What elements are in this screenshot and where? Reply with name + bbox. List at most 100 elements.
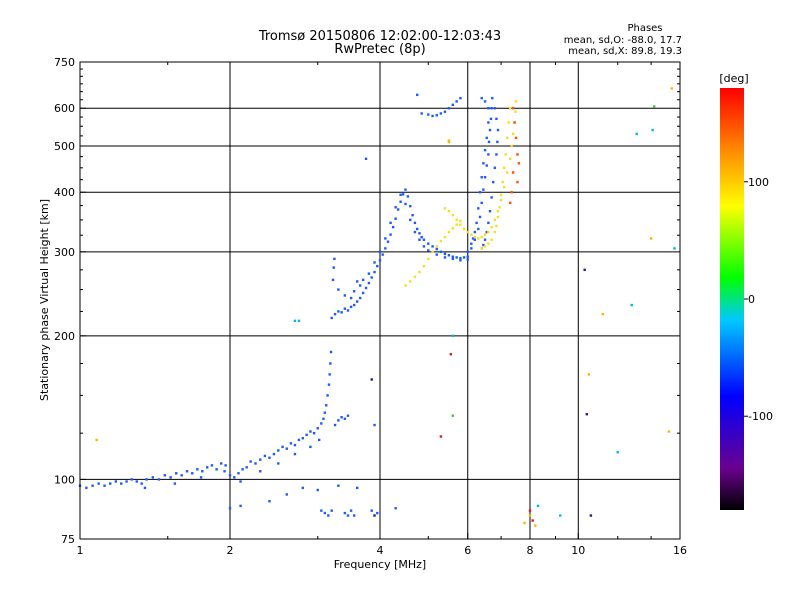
data-point [470, 247, 473, 250]
data-point [585, 412, 588, 416]
data-point [337, 419, 340, 422]
data-point [516, 180, 519, 184]
data-point [120, 482, 123, 485]
data-point [309, 430, 312, 433]
data-point [325, 404, 328, 407]
data-point [191, 472, 194, 475]
y-tick-label: 100 [54, 473, 75, 486]
data-point [459, 256, 462, 260]
data-point [85, 486, 88, 490]
data-point [473, 238, 477, 241]
data-point [485, 164, 488, 167]
x-tick-label: 6 [464, 544, 471, 557]
data-point [490, 107, 493, 110]
data-point [343, 294, 347, 297]
data-point [361, 278, 365, 282]
data-point [483, 245, 487, 248]
data-point [180, 474, 183, 477]
phase-legend-title: Phases [627, 23, 662, 34]
data-point [485, 230, 488, 234]
data-point [323, 511, 327, 515]
data-point [431, 114, 434, 118]
data-point [418, 238, 421, 241]
data-point [559, 514, 562, 517]
data-point [431, 245, 434, 248]
data-point [145, 478, 148, 481]
data-point [103, 484, 106, 487]
data-point [370, 509, 373, 512]
data-point [411, 214, 414, 217]
data-point [301, 437, 305, 440]
data-point [373, 270, 376, 274]
data-point [451, 257, 455, 261]
data-point [496, 140, 499, 144]
data-point [451, 214, 455, 217]
data-point [511, 107, 515, 110]
data-point [470, 233, 473, 236]
data-point [370, 378, 373, 381]
data-point [447, 230, 451, 234]
data-point [455, 100, 458, 103]
data-point [151, 476, 155, 479]
data-point [326, 394, 329, 397]
data-point [439, 435, 443, 438]
data-point [268, 500, 271, 503]
phase-stats-x: mean, sd,X: 89.8, 19.3 [568, 46, 682, 57]
data-point [482, 188, 485, 191]
data-point [223, 470, 226, 473]
phase-stats-o: mean, sd,O: -88.0, 17.7 [564, 35, 682, 46]
data-point [492, 180, 495, 184]
data-point [589, 514, 593, 517]
x-axis-label: Frequency [MHz] [334, 558, 426, 571]
data-point [316, 427, 319, 430]
data-point [508, 157, 512, 161]
data-point [135, 480, 138, 483]
colorbar [720, 88, 744, 510]
data-point [337, 484, 340, 487]
data-point [394, 206, 397, 209]
data-point [409, 280, 412, 283]
data-point [343, 511, 347, 515]
data-point [333, 257, 336, 261]
data-point [239, 480, 242, 483]
data-point [475, 221, 478, 225]
data-point [451, 227, 455, 230]
data-point [330, 316, 333, 320]
data-point [447, 140, 451, 144]
data-point [487, 230, 490, 234]
data-point [241, 468, 244, 471]
data-point [443, 235, 447, 239]
data-point [487, 121, 490, 124]
data-point [173, 482, 177, 485]
data-point [435, 253, 438, 256]
data-point [478, 191, 482, 194]
data-point [451, 255, 455, 258]
x-tick-label: 1 [77, 544, 84, 557]
data-point [652, 105, 656, 108]
data-point [420, 112, 423, 115]
data-point [367, 281, 371, 285]
data-point [396, 208, 400, 211]
data-point [406, 195, 410, 198]
data-point [477, 207, 480, 210]
data-point [495, 153, 498, 156]
data-point [505, 136, 509, 140]
data-point [239, 504, 242, 508]
data-point [185, 470, 189, 473]
data-point [413, 221, 417, 225]
data-point [333, 423, 337, 427]
data-point [459, 259, 462, 262]
x-tick-label: 16 [673, 544, 687, 557]
data-point [114, 480, 118, 483]
axis-ticks: 1 2 4 6 8 10 16 75 100 200 300 400 500 600 750 [54, 56, 687, 557]
grid-lines [80, 62, 680, 539]
data-point [373, 423, 376, 427]
data-point [508, 201, 512, 205]
data-point [489, 117, 493, 121]
y-tick-label: 300 [54, 246, 75, 259]
data-point [312, 431, 316, 435]
data-point [169, 476, 172, 479]
data-point [376, 264, 379, 268]
x-tick-label: 10 [571, 544, 585, 557]
data-point [381, 253, 384, 256]
